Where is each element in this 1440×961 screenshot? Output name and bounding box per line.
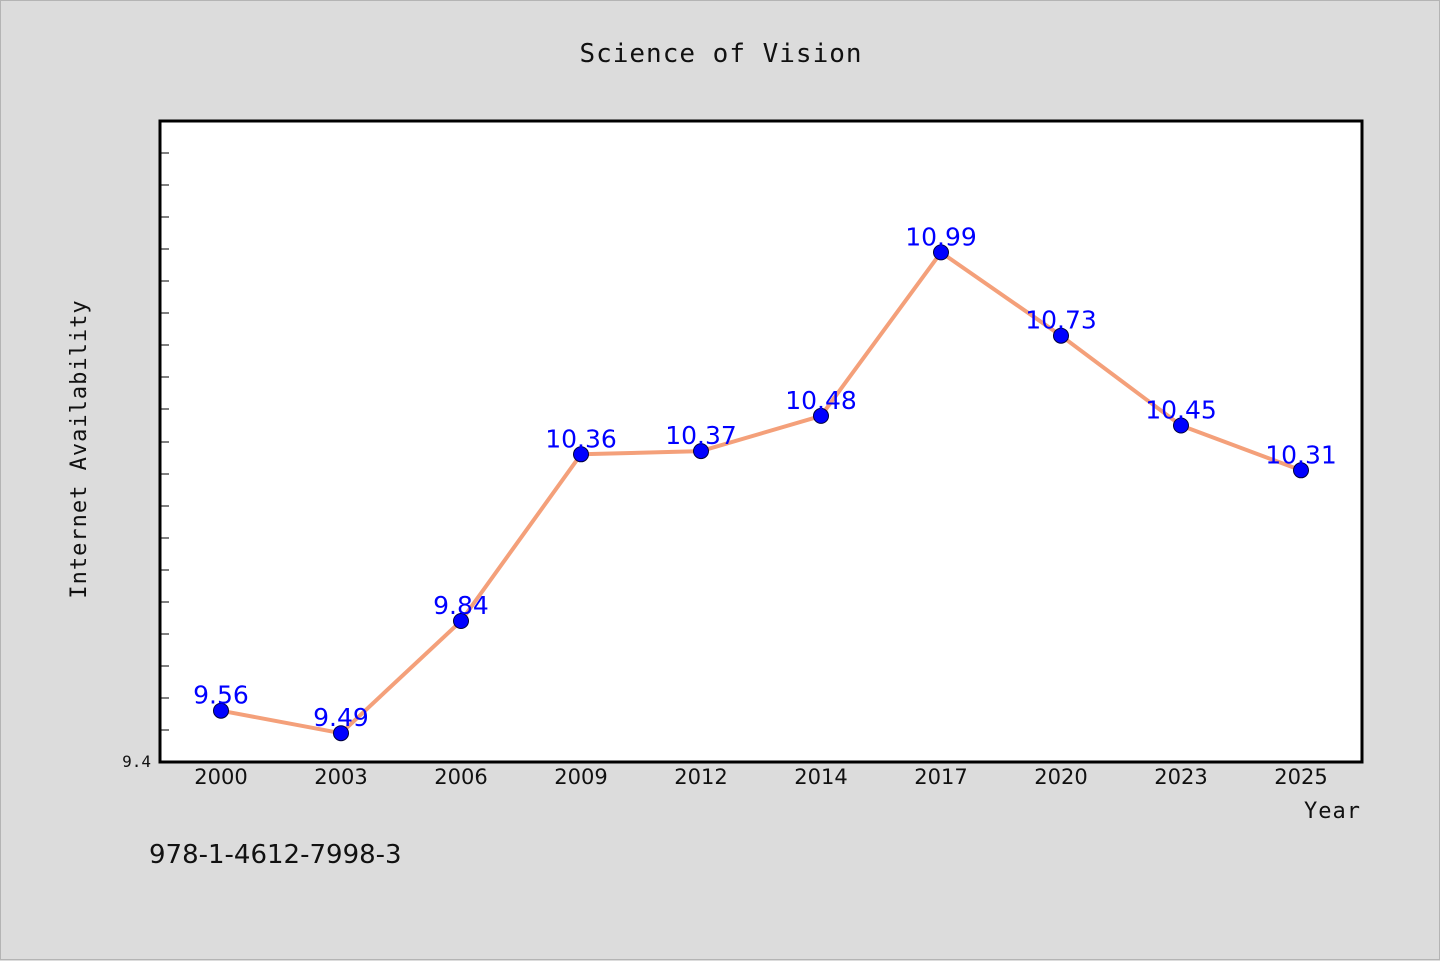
series-line xyxy=(220,250,1302,736)
data-point xyxy=(813,407,829,424)
x-tick-label: 2000 xyxy=(194,765,247,789)
data-point xyxy=(693,443,709,460)
y-tick-label: 9.4 xyxy=(122,752,151,771)
data-label: 10.99 xyxy=(905,222,977,251)
data-point xyxy=(1053,327,1069,344)
data-label: 10.73 xyxy=(1025,306,1097,335)
data-point xyxy=(1293,462,1309,479)
data-label: 9.49 xyxy=(313,703,369,732)
isbn-code: 978-1-4612-7998-3 xyxy=(149,840,402,870)
data-label: 9.84 xyxy=(433,591,489,620)
x-tick-label: 2003 xyxy=(314,765,367,789)
data-point xyxy=(573,446,589,463)
data-label: 10.48 xyxy=(785,386,857,415)
x-tick-label: 2012 xyxy=(674,765,727,789)
x-tick-label: 2017 xyxy=(914,765,967,789)
y-axis-ticks xyxy=(160,152,169,731)
data-label: 9.56 xyxy=(193,681,249,710)
data-label: 10.36 xyxy=(545,424,617,453)
x-tick-label: 2025 xyxy=(1274,765,1327,789)
x-axis-label: Year xyxy=(1304,799,1361,824)
y-axis-label: Internet Availability xyxy=(67,299,92,598)
data-point xyxy=(453,613,469,629)
x-tick-label: 2014 xyxy=(794,765,847,789)
data-point xyxy=(1173,417,1189,434)
data-point xyxy=(333,725,349,742)
x-axis-tick-labels: 2000 2003 2006 2009 2012 2014 2017 2020 2023 2025 xyxy=(194,765,1327,789)
data-point xyxy=(933,244,949,261)
chart-title: Science of Vision xyxy=(579,39,862,69)
x-tick-label: 2006 xyxy=(434,765,487,789)
data-label: 10.37 xyxy=(665,421,737,450)
series-layer: 9.56 9.49 9.84 10.36 10.37 10.48 10.99 10.73 10.… xyxy=(193,222,1337,742)
x-tick-label: 2023 xyxy=(1154,765,1207,789)
data-label: 10.45 xyxy=(1145,396,1217,425)
x-tick-label: 2009 xyxy=(554,765,607,789)
data-label: 10.31 xyxy=(1265,440,1337,469)
data-point xyxy=(213,702,229,719)
plot-area xyxy=(158,119,1364,764)
x-tick-label: 2020 xyxy=(1034,765,1087,789)
